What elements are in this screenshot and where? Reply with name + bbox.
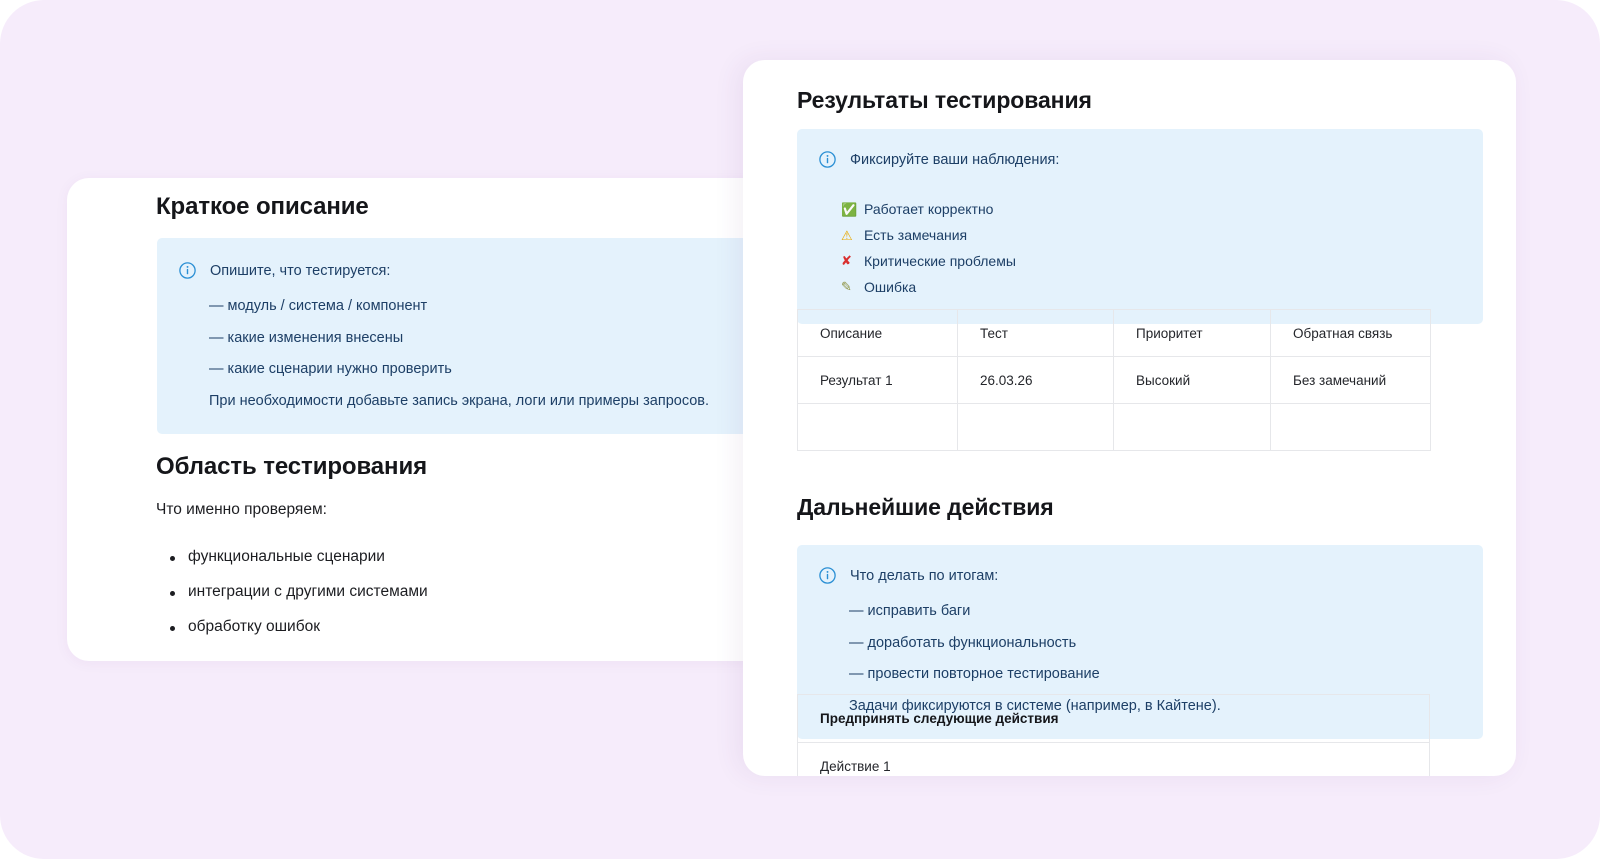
info-callout-observations: Фиксируйте ваши наблюдения: ✅ Работает к…: [797, 129, 1483, 325]
info-dash-item: — доработать функциональность: [849, 634, 1077, 651]
info-note-text: При необходимости добавьте запись экрана…: [209, 392, 710, 409]
info-dash-item: — провести повторное тестирование: [849, 666, 1100, 683]
info-callout-brief-description: Опишите, что тестируется: — модуль / сис…: [157, 238, 827, 435]
table-row[interactable]: Результат 1 26.03.26 Высокий Без замечан…: [797, 356, 1431, 404]
table-row[interactable]: Действие 1: [797, 742, 1430, 776]
info-dash-item: — какие сценарии нужно проверить: [209, 361, 452, 378]
page-title-brief-description: Краткое описание: [156, 193, 369, 220]
warning-icon: ⚠: [841, 228, 853, 244]
list-item: ✘ Критические проблемы: [841, 251, 1459, 273]
info-dash-item: — исправить баги: [849, 603, 971, 620]
page-title-test-scope: Область тестирования: [156, 453, 428, 480]
column-header-description: Описание: [797, 309, 958, 357]
cell-feedback[interactable]: Без замечаний: [1270, 356, 1431, 404]
cell-description[interactable]: [797, 403, 958, 451]
cell-priority[interactable]: Высокий: [1113, 356, 1271, 404]
table-row[interactable]: [797, 403, 1431, 451]
status-label: Работает корректно: [864, 201, 994, 218]
column-header-priority: Приоритет: [1113, 309, 1271, 357]
column-header-next-actions: Предпринять следующие действия: [797, 694, 1430, 743]
info-lead-text: Что делать по итогам:: [850, 568, 999, 584]
cell-description[interactable]: Результат 1: [797, 356, 958, 404]
column-header-feedback: Обратная связь: [1270, 309, 1431, 357]
status-label: Ошибка: [864, 278, 917, 295]
cell-feedback[interactable]: [1270, 403, 1431, 451]
info-circle-icon: [819, 151, 836, 168]
list-item: интеграции с другими системами: [156, 583, 756, 601]
status-label: Есть замечания: [864, 227, 968, 244]
list-item: обработку ошибок: [156, 618, 756, 636]
status-label: Критические проблемы: [864, 252, 1016, 269]
list-item: ✎ Ошибка: [841, 277, 1459, 299]
info-dash-item: — модуль / система / компонент: [209, 298, 428, 315]
info-lead-text: Фиксируйте ваши наблюдения:: [850, 152, 1060, 168]
info-circle-icon: [179, 262, 196, 279]
cell-test[interactable]: [957, 403, 1114, 451]
list-item: ✅ Работает корректно: [841, 199, 1459, 221]
table-header-row: Описание Тест Приоритет Обратная связь: [797, 309, 1431, 357]
cell-priority[interactable]: [1113, 403, 1271, 451]
info-dash-item: — какие изменения внесены: [209, 329, 404, 346]
test-scope-lead-text: Что именно проверяем:: [156, 501, 327, 518]
list-item: функциональные сценарии: [156, 548, 756, 566]
info-circle-icon: [819, 567, 836, 584]
next-actions-table[interactable]: Предпринять следующие действия Действие …: [797, 694, 1430, 776]
cell-test[interactable]: 26.03.26: [957, 356, 1114, 404]
info-lead-text: Опишите, что тестируется:: [210, 263, 391, 279]
list-item: ⚠ Есть замечания: [841, 225, 1459, 247]
table-header-row: Предпринять следующие действия: [797, 694, 1430, 743]
left-document-card: Краткое описание Опишите, что тестируетс…: [67, 178, 827, 661]
right-document-card: Результаты тестирования Фиксируйте ваши …: [743, 60, 1516, 776]
check-mark-button-icon: ✅: [841, 202, 858, 218]
observation-status-list: ✅ Работает корректно ⚠ Есть замечания ✘ …: [819, 199, 1459, 298]
page-title-test-results: Результаты тестирования: [797, 87, 1092, 113]
test-scope-bullet-list: функциональные сценарии интеграции с дру…: [156, 548, 756, 653]
cross-mark-icon: ✘: [841, 254, 852, 270]
column-header-test: Тест: [957, 309, 1114, 357]
cell-action[interactable]: Действие 1: [797, 742, 1430, 776]
page-title-next-steps: Дальнейшие действия: [797, 494, 1054, 520]
test-results-table[interactable]: Описание Тест Приоритет Обратная связь Р…: [797, 309, 1431, 451]
bug-pencil-icon: ✎: [841, 279, 852, 295]
